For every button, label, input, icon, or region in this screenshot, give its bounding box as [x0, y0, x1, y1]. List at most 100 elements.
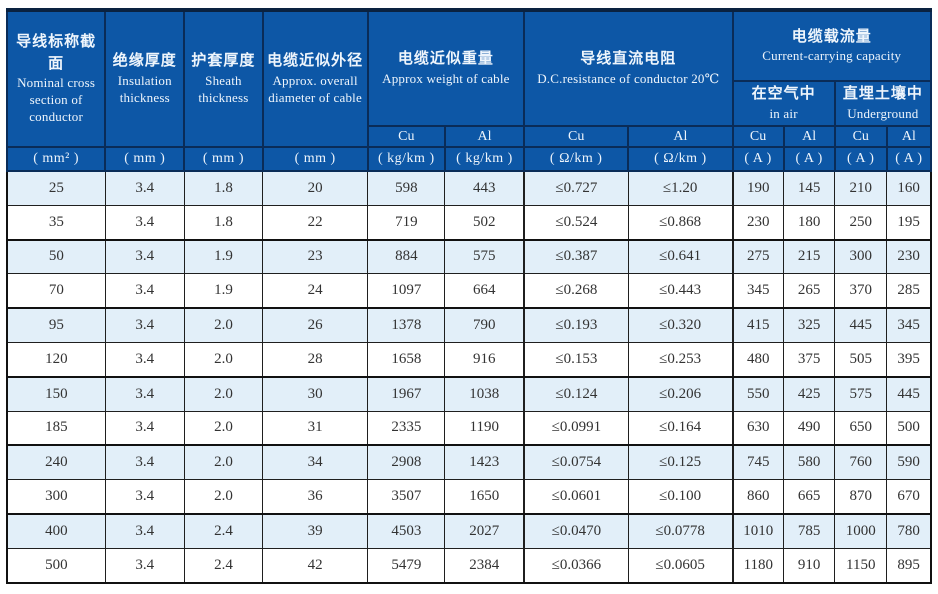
header-label-zh: 护套厚度 [191, 53, 256, 70]
table-cell: 150 [5, 376, 106, 412]
table-cell: 2.0 [183, 410, 264, 447]
table-cell: 70 [5, 273, 106, 310]
table-cell: 3.4 [104, 547, 185, 584]
metal-header: Cu [731, 125, 785, 148]
table-cell: 25 [5, 170, 106, 206]
header-label-en: Insulation thickness [117, 72, 172, 105]
table-cell: 275 [731, 239, 785, 275]
header-underground: 直埋土壤中 Underground [833, 80, 933, 127]
table-cell: 1010 [731, 513, 785, 549]
table-cell: 42 [262, 547, 369, 584]
header-label-zh: 电缆近似外径 [267, 53, 364, 70]
table-cell: 2.0 [183, 444, 264, 481]
table-cell: ≤0.100 [627, 479, 734, 515]
table-cell: 345 [886, 307, 933, 343]
table-cell: 34 [262, 444, 369, 481]
table-cell: 575 [444, 239, 525, 275]
table-cell: 30 [262, 376, 369, 412]
header-label-zh: 绝缘厚度 [112, 53, 177, 70]
table-cell: 230 [731, 204, 785, 241]
table-cell: 250 [834, 204, 888, 241]
table-row: 120 3.4 2.0 28 1658 916 ≤0.153 ≤0.253 480 375 505 3… [5, 341, 933, 378]
table-cell: 285 [886, 273, 933, 310]
table-cell: 790 [444, 307, 525, 343]
table-cell: 2.0 [183, 479, 264, 515]
header-label-en: Current-carrying capacity [762, 48, 902, 64]
table-cell: 500 [886, 410, 933, 447]
table-cell: 550 [731, 376, 785, 412]
table-cell: 300 [834, 239, 888, 275]
unit-header: ( A ) [833, 146, 888, 172]
table-cell: 760 [834, 444, 888, 481]
header-dc-resistance: 导线直流电阻 D.C.resistance of conductor 20℃ [523, 9, 734, 127]
table-cell: 590 [886, 444, 933, 481]
table-cell: 28 [262, 341, 369, 378]
table-cell: ≤0.0778 [627, 513, 734, 549]
table-cell: 120 [5, 341, 106, 378]
table-cell: 1658 [367, 341, 446, 378]
table-cell: 664 [444, 273, 525, 310]
table-cell: 180 [783, 204, 836, 241]
table-cell: 300 [5, 479, 106, 515]
table-row: 300 3.4 2.0 36 3507 1650 ≤0.0601 ≤0.100 860 665 87… [5, 479, 933, 515]
unit-header: ( Ω/km ) [523, 146, 630, 172]
header-label-en: Approx weight of cable [382, 70, 510, 86]
table-header: 导线标称截面 Nominal cross section of conducto… [5, 9, 933, 172]
table-cell: 3.4 [104, 513, 185, 549]
table-cell: 23 [262, 239, 369, 275]
cable-spec-table-container: 导线标称截面 Nominal cross section of conducto… [5, 8, 933, 584]
header-in-air: 在空气中 in air [731, 80, 836, 127]
header-label-zh: 电缆近似重量 [397, 51, 494, 68]
table-cell: 575 [834, 376, 888, 412]
table-row: 25 3.4 1.8 20 598 443 ≤0.727 ≤1.20 190 145 210 160 [5, 170, 933, 206]
unit-header: ( kg/km ) [366, 146, 446, 172]
header-label-en: D.C.resistance of conductor 20℃ [537, 70, 720, 86]
table-cell: 1.9 [183, 273, 264, 310]
table-body: 25 3.4 1.8 20 598 443 ≤0.727 ≤1.20 190 145 210 160 3… [5, 170, 933, 584]
table-cell: 490 [783, 410, 836, 447]
table-cell: 1.8 [183, 170, 264, 206]
table-cell: 2027 [444, 513, 525, 549]
table-row: 400 3.4 2.4 39 4503 2027 ≤0.0470 ≤0.0778 1010 785… [5, 513, 933, 549]
table-cell: ≤0.0605 [627, 547, 734, 584]
table-cell: 2.0 [183, 307, 264, 343]
table-cell: ≤0.727 [523, 170, 629, 206]
table-cell: 26 [262, 307, 369, 343]
table-cell: 598 [367, 170, 446, 206]
table-cell: ≤0.164 [627, 410, 734, 447]
table-cell: 3.4 [104, 204, 185, 241]
table-cell: 375 [783, 341, 836, 378]
header-insulation-thickness: 绝缘厚度 Insulation thickness [104, 9, 186, 148]
table-cell: 160 [886, 170, 933, 206]
table-cell: 145 [783, 170, 836, 206]
header-label-zh: 直埋土壤中 [842, 86, 923, 103]
table-cell: 395 [886, 341, 933, 378]
table-cell: 50 [5, 239, 106, 275]
metal-row: Cu Al Cu Al Cu Al Cu Al [7, 125, 933, 148]
table-cell: 1000 [834, 513, 888, 549]
table-cell: 445 [834, 307, 888, 343]
table-cell: 95 [5, 307, 106, 343]
table-cell: 265 [783, 273, 836, 310]
metal-header: Cu [833, 125, 888, 148]
header-label-en: Underground [847, 105, 919, 121]
table-cell: ≤0.268 [523, 273, 629, 310]
table-cell: 1038 [444, 376, 525, 412]
table-cell: ≤0.524 [523, 204, 629, 241]
table-cell: ≤0.0754 [523, 444, 629, 481]
table-cell: 325 [783, 307, 836, 343]
table-row: 185 3.4 2.0 31 2335 1190 ≤0.0991 ≤0.164 630 490 65… [5, 410, 933, 447]
table-cell: ≤0.0991 [523, 410, 629, 447]
unit-header: ( mm² ) [5, 146, 107, 172]
header-label-zh: 导线标称截面 [16, 33, 97, 72]
table-cell: 20 [262, 170, 369, 206]
header-label-en: in air [769, 105, 798, 121]
table-cell: 1190 [444, 410, 525, 447]
header-approx-weight: 电缆近似重量 Approx weight of cable [366, 9, 526, 127]
table-cell: ≤1.20 [627, 170, 734, 206]
table-cell: 195 [886, 204, 933, 241]
table-cell: 185 [5, 410, 106, 447]
table-cell: 870 [834, 479, 888, 515]
table-cell: 210 [834, 170, 888, 206]
table-cell: 785 [783, 513, 836, 549]
